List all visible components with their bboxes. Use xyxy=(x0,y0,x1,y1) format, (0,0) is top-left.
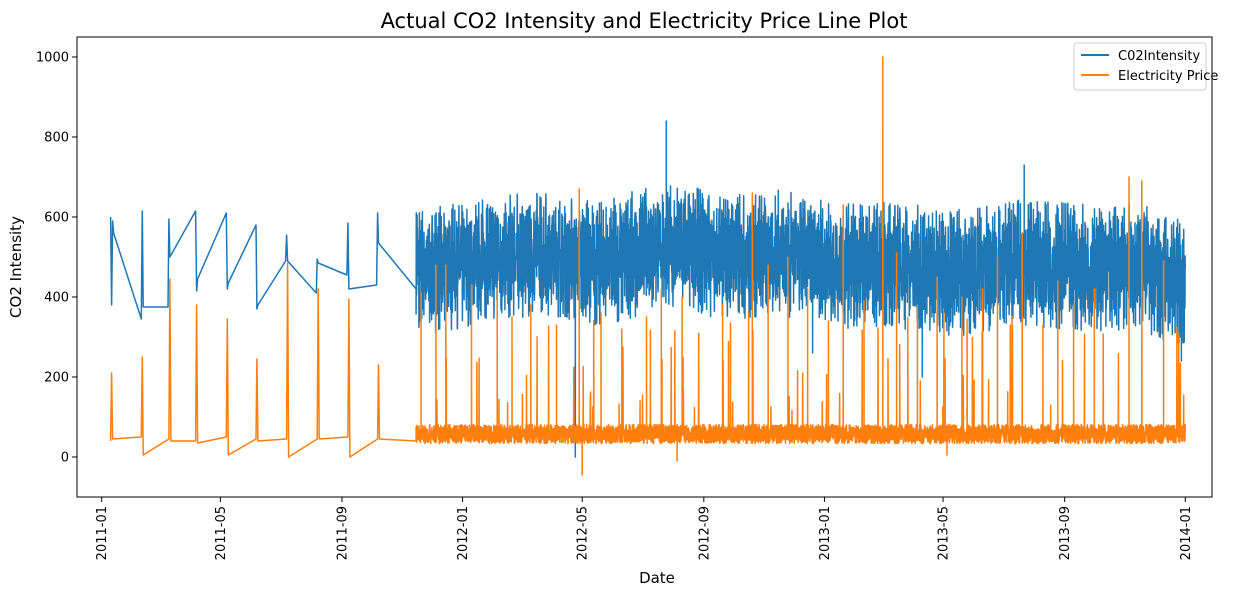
x-tick-label: 2013-09 xyxy=(1058,506,1073,560)
x-tick-label: 2011-09 xyxy=(335,506,350,560)
x-tick-label: 2011-05 xyxy=(214,506,229,560)
series-line-c02intensity xyxy=(109,120,1187,458)
plot-lines xyxy=(109,56,1187,476)
y-tick-label: 200 xyxy=(44,371,69,386)
x-tick-label: 2014-01 xyxy=(1179,506,1194,560)
y-tick-label: 800 xyxy=(44,131,69,146)
legend-entry-c02intensity: C02Intensity xyxy=(1118,49,1201,64)
legend-entry-electricity-price: Electricity Price xyxy=(1118,69,1218,84)
y-axis-ticks: 0 200 400 600 800 1000 xyxy=(36,51,77,466)
y-axis-label: CO2 Intensity xyxy=(7,216,25,318)
y-tick-label: 1000 xyxy=(36,51,69,66)
y-tick-label: 600 xyxy=(44,211,69,226)
y-tick-label: 400 xyxy=(44,291,69,306)
legend: C02Intensity Electricity Price xyxy=(1073,42,1218,91)
x-axis-label: Date xyxy=(639,569,675,587)
plot-frame xyxy=(76,36,1213,498)
y-tick-label: 0 xyxy=(61,451,69,466)
x-axis-ticks: 2011-01 2011-05 2011-09 2012-01 2012-05 2012-… xyxy=(95,497,1194,560)
series-line-electricity-price xyxy=(109,56,1187,476)
x-tick-label: 2011-01 xyxy=(95,506,110,560)
x-tick-label: 2012-09 xyxy=(697,506,712,560)
x-tick-label: 2012-05 xyxy=(576,506,591,560)
x-tick-label: 2013-01 xyxy=(818,506,833,560)
x-tick-label: 2012-01 xyxy=(456,506,471,560)
chart-title: Actual CO2 Intensity and Electricity Pri… xyxy=(381,9,908,33)
x-tick-label: 2013-05 xyxy=(937,506,952,560)
